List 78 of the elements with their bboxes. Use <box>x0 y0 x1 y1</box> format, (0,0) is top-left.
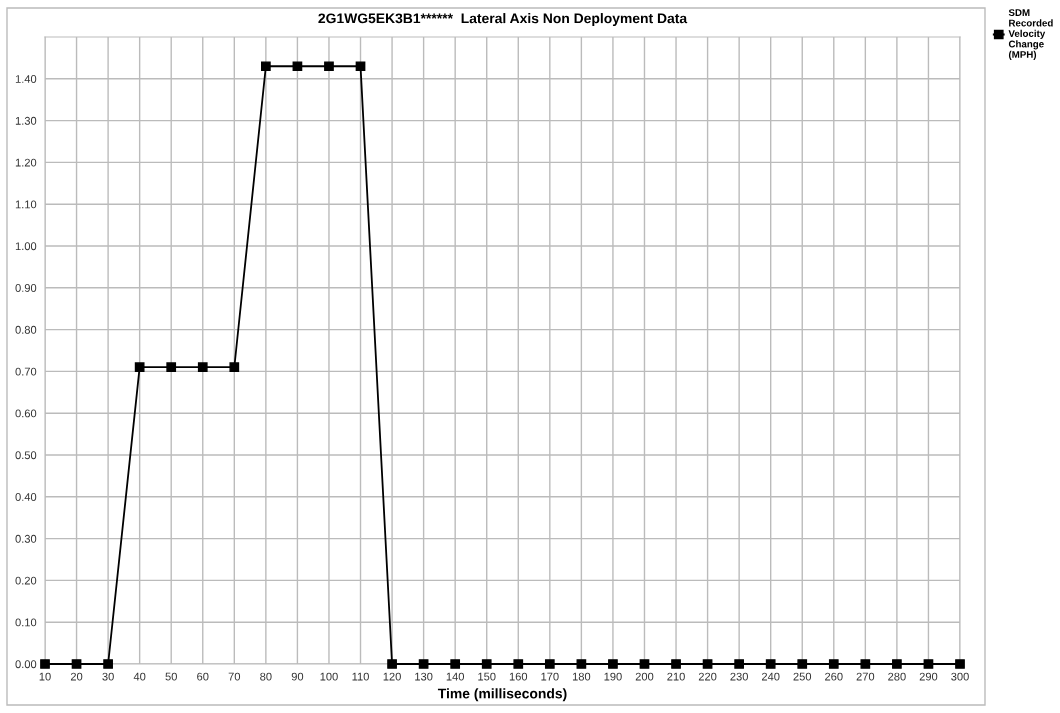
x-tick-label: 250 <box>793 672 812 681</box>
x-tick-label: 50 <box>165 672 177 681</box>
point <box>860 659 871 669</box>
point <box>544 659 555 669</box>
point <box>134 362 145 373</box>
x-tick-label: 170 <box>541 672 559 681</box>
point <box>765 659 776 669</box>
x-tick-label: 190 <box>604 672 622 681</box>
point <box>292 61 303 72</box>
y-tick-label: 0.50 <box>15 451 37 460</box>
point <box>923 659 934 669</box>
x-tick-label: 280 <box>888 672 906 681</box>
y-tick-label: 0.10 <box>15 618 37 627</box>
x-tick-label: 230 <box>730 672 748 681</box>
point <box>71 659 82 669</box>
point <box>103 659 113 669</box>
x-tick-label: 110 <box>352 672 369 681</box>
x-tick-label: 100 <box>320 672 338 681</box>
point <box>734 659 744 669</box>
y-tick-label: 1.40 <box>15 75 37 83</box>
x-tick-label: 90 <box>291 672 304 681</box>
x-tick-label: 150 <box>478 672 496 681</box>
x-tick-label: 180 <box>572 672 591 681</box>
x-tick-label: 20 <box>70 672 83 681</box>
point <box>576 659 587 669</box>
x-tick-label: 160 <box>509 672 528 681</box>
x-tick-label: 240 <box>761 672 780 681</box>
y-tick-label: 0.90 <box>15 284 37 292</box>
point <box>797 659 808 669</box>
x-tick-label: 260 <box>825 672 843 681</box>
point <box>324 61 334 72</box>
x-tick-label: 80 <box>260 672 272 681</box>
y-tick-label: 0.70 <box>15 367 37 376</box>
y-tick-label: 0.00 <box>15 660 37 669</box>
point <box>197 362 208 373</box>
x-axis-title: Time (milliseconds) <box>437 688 567 702</box>
point <box>450 659 461 669</box>
point <box>608 659 618 669</box>
legend-label: SDM Recorded Velocity Change (MPH) <box>1008 9 1053 60</box>
y-tick-label: 1.30 <box>15 116 37 125</box>
y-tick-label: 0.20 <box>15 576 37 585</box>
x-tick-label: 200 <box>635 672 654 681</box>
point <box>513 659 524 669</box>
x-tick-label: 140 <box>446 672 465 681</box>
chart-title: 2G1WG5EK3B1****** Lateral Axis Non Deployment Data <box>318 13 688 26</box>
point <box>892 659 902 669</box>
x-tick-label: 210 <box>667 672 685 681</box>
point <box>229 362 240 373</box>
x-tick-label: 130 <box>415 672 433 681</box>
point <box>166 362 177 373</box>
point <box>955 659 965 669</box>
x-tick-label: 60 <box>197 672 209 681</box>
y-tick-label: 0.80 <box>15 325 37 334</box>
x-tick-label: 270 <box>856 672 875 681</box>
point <box>387 659 397 669</box>
y-tick-label: 0.40 <box>15 493 37 501</box>
y-tick-label: 1.00 <box>15 242 37 251</box>
point <box>481 659 492 669</box>
point <box>355 61 366 72</box>
x-tick-label: 290 <box>919 672 938 681</box>
x-tick-label: 40 <box>133 672 146 681</box>
x-tick-label: 30 <box>102 672 114 681</box>
point <box>639 659 650 669</box>
y-tick-label: 1.20 <box>15 158 37 167</box>
x-tick-label: 220 <box>698 672 717 681</box>
x-tick-label: 120 <box>383 672 401 681</box>
y-tick-label: 1.10 <box>15 200 37 209</box>
y-tick-label: 0.30 <box>15 534 37 543</box>
point <box>261 61 271 72</box>
point <box>418 659 429 669</box>
x-tick-label: 300 <box>951 672 969 681</box>
point <box>40 659 50 669</box>
y-tick-label: 0.60 <box>15 409 37 418</box>
point <box>702 659 713 669</box>
x-tick-label: 70 <box>228 672 241 681</box>
point <box>671 659 681 669</box>
point <box>828 659 839 669</box>
x-tick-label: 10 <box>39 672 51 681</box>
